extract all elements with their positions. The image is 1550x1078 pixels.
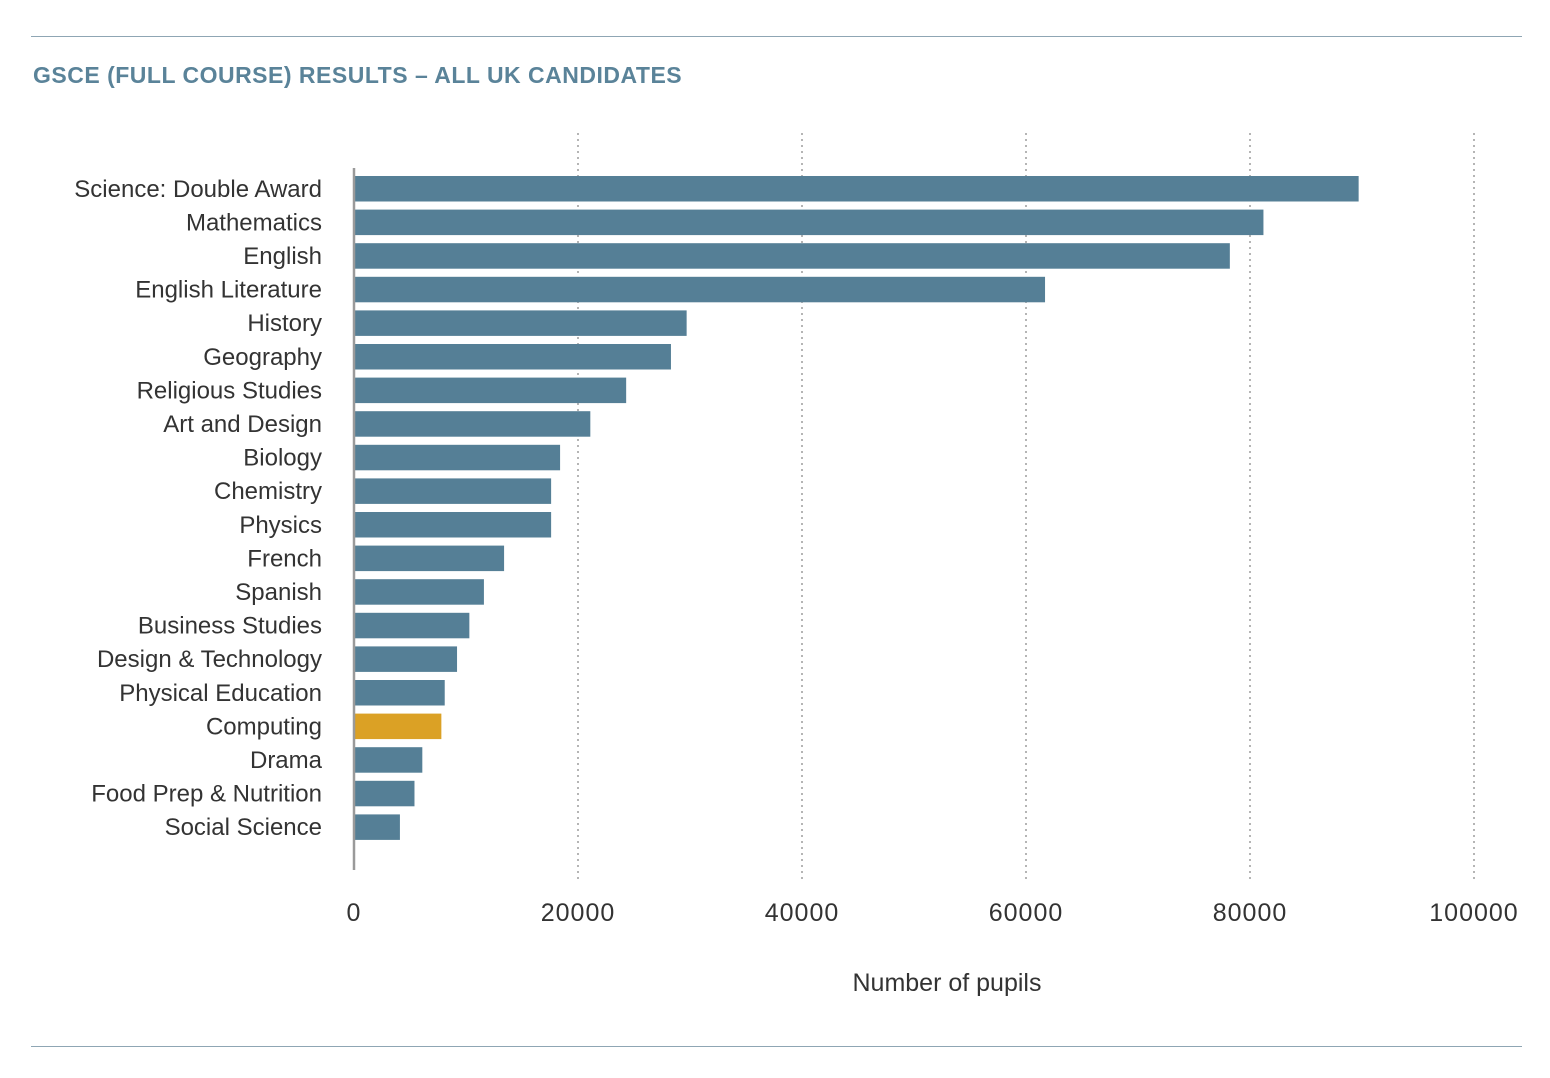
category-label: History bbox=[247, 310, 322, 337]
category-label: Business Studies bbox=[138, 613, 322, 640]
category-label: French bbox=[247, 545, 322, 572]
bar-religious-studies bbox=[354, 377, 627, 404]
bar-business-studies bbox=[354, 612, 470, 639]
category-label: English Literature bbox=[135, 277, 322, 304]
x-tick-label: 20000 bbox=[541, 899, 616, 927]
bar-drama bbox=[354, 747, 423, 773]
category-label: Mathematics bbox=[186, 209, 322, 236]
bars bbox=[354, 176, 1359, 840]
bar-social-science bbox=[354, 814, 400, 840]
category-label: Spanish bbox=[235, 579, 322, 606]
chart-title: GSCE (FULL COURSE) RESULTS – ALL UK CAND… bbox=[33, 62, 683, 88]
bar-english-literature bbox=[354, 276, 1046, 303]
category-label: Geography bbox=[203, 344, 322, 371]
x-tick-label: 60000 bbox=[989, 899, 1064, 927]
gridlines bbox=[577, 133, 1475, 882]
bar-french bbox=[354, 545, 505, 572]
category-label: Design & Technology bbox=[97, 646, 322, 673]
x-tick-labels: 0 20000 40000 60000 80000 100000 bbox=[347, 899, 1518, 927]
bar-computing bbox=[354, 713, 442, 740]
bar-science-double-award bbox=[354, 176, 1359, 202]
bar-history bbox=[354, 310, 687, 336]
category-label: Social Science bbox=[165, 814, 322, 841]
bottom-rule bbox=[31, 1046, 1522, 1047]
category-label: Physical Education bbox=[119, 680, 322, 707]
x-tick-label: 40000 bbox=[765, 899, 840, 927]
bar-geography bbox=[354, 344, 671, 370]
category-label: Biology bbox=[243, 445, 322, 472]
bar-chemistry bbox=[354, 478, 552, 504]
bar-physics bbox=[354, 512, 552, 538]
category-label: Chemistry bbox=[214, 478, 322, 505]
category-label: English bbox=[243, 243, 322, 270]
category-label: Art and Design bbox=[163, 411, 322, 438]
x-axis-title: Number of pupils bbox=[853, 969, 1042, 997]
bar-biology bbox=[354, 444, 561, 471]
category-label: Drama bbox=[250, 747, 323, 774]
x-tick-label: 80000 bbox=[1213, 899, 1288, 927]
x-tick-label: 0 bbox=[347, 899, 362, 927]
category-label: Food Prep & Nutrition bbox=[91, 781, 322, 808]
category-label: Physics bbox=[239, 512, 322, 539]
category-label: Religious Studies bbox=[137, 377, 322, 404]
bar-english bbox=[354, 243, 1230, 269]
category-label: Computing bbox=[206, 713, 322, 740]
category-labels: Science: Double Award Mathematics English E… bbox=[74, 176, 322, 841]
top-rule bbox=[31, 36, 1522, 37]
x-tick-label: 100000 bbox=[1429, 899, 1518, 927]
bar-design-technology bbox=[354, 646, 458, 672]
bar-mathematics bbox=[354, 209, 1264, 236]
bar-physical-education bbox=[354, 680, 445, 706]
category-label: Science: Double Award bbox=[74, 176, 322, 203]
bar-food-prep-nutrition bbox=[354, 780, 415, 807]
bar-spanish bbox=[354, 579, 484, 605]
bar-art-and-design bbox=[354, 411, 591, 437]
